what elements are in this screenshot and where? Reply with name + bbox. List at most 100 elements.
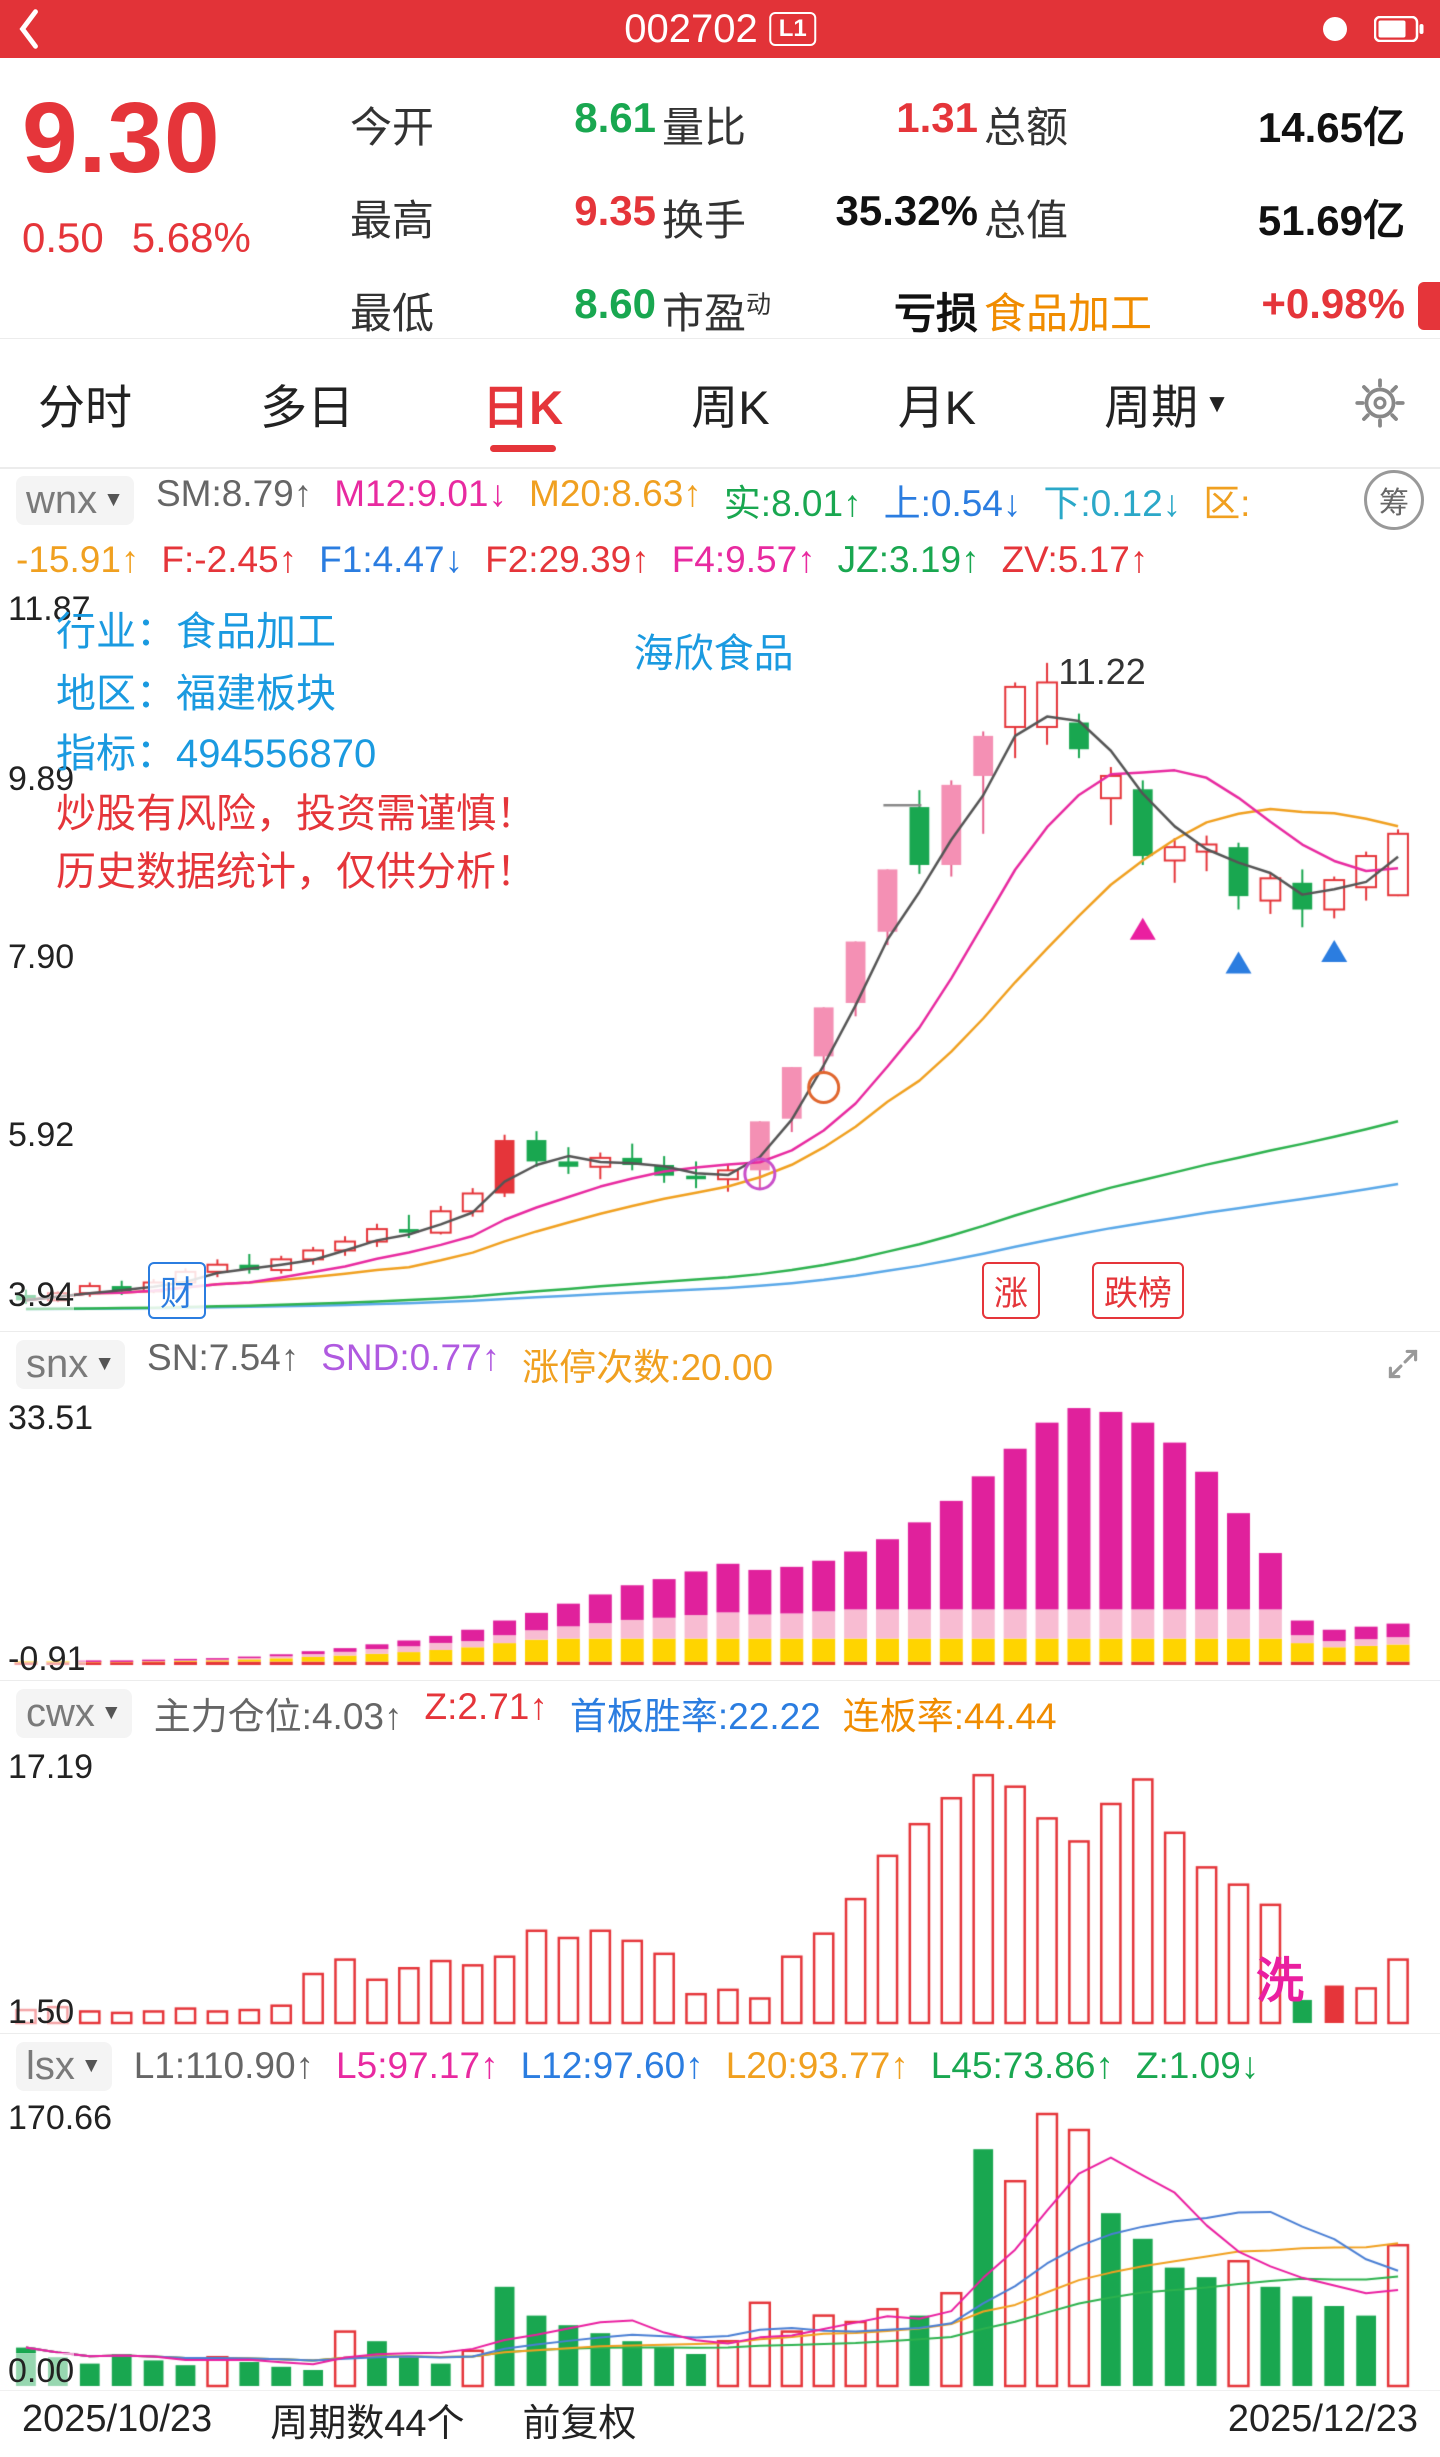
chevron-down-icon: ▼	[80, 2054, 102, 2077]
period-label: 周期	[1104, 380, 1199, 434]
main-kline-canvas[interactable]	[0, 589, 1440, 1331]
y-axis-label: 170.66	[8, 2099, 112, 2138]
cwx-chart: 17.19 1.50 洗	[0, 1745, 1440, 2033]
pe-ratio-label: 市盈动	[662, 290, 772, 337]
tab-monthly-k[interactable]: 月K	[897, 380, 977, 434]
cwx-canvas[interactable]	[0, 1745, 1440, 2033]
adjust-mode[interactable]: 前复权	[522, 2402, 637, 2445]
tag-finance[interactable]: 财	[148, 1262, 206, 1319]
cwx-values: 主力仓位:4.03↑ Z:2.71↑ 首板胜率:22.22 连板率:44.44	[154, 1686, 1057, 1740]
high-label: 最高	[350, 197, 435, 244]
snx-canvas[interactable]	[0, 1396, 1440, 1680]
y-axis-label: 3.94	[8, 1276, 75, 1315]
snx-chart: 33.51 -0.91	[0, 1396, 1440, 1680]
indicator-value: L5:97.17↑	[336, 2045, 499, 2086]
cwx-indicator-selector[interactable]: cwx ▼	[16, 1688, 132, 1738]
chip-distribution-button[interactable]: 筹	[1364, 470, 1424, 530]
snx-indicator-header: snx ▼ SN:7.54↑ SND:0.77↑ 涨停次数:20.00	[0, 1331, 1440, 1396]
peak-price-label: 11.22	[1058, 651, 1146, 692]
wnx-values-line1: SM:8.79↑ M12:9.01↓ M20:8.63↑ 实:8.01↑ 上:0.54↓…	[156, 473, 1251, 527]
y-axis-label: 17.19	[8, 1748, 94, 1787]
lsx-indicator-selector[interactable]: lsx ▼	[16, 2041, 112, 2091]
indicator-value: 下:0.12↓	[1043, 483, 1182, 524]
period-tab-bar: 分时 多日 日K 周K 月K 周期 ▼	[0, 339, 1440, 468]
period-count: 周期数44个	[270, 2402, 465, 2445]
lsx-values: L1:110.90↑ L5:97.17↑ L12:97.60↑ L20:93.77↑ L…	[134, 2045, 1260, 2087]
stock-name: 海欣食品	[633, 632, 794, 676]
price-block: 9.30 0.50 5.68%	[0, 58, 350, 338]
indicator-value: -15.91↑	[16, 539, 140, 580]
range-end-date: 2025/12/23	[1227, 2397, 1418, 2440]
wnx-values-line2: -15.91↑ F:-2.45↑ F1:4.47↓ F2:29.39↑ F4:9.57↑…	[16, 539, 1148, 581]
indicator-value: M20:8.63↑	[529, 473, 702, 514]
y-axis-label: 11.87	[8, 590, 91, 629]
indicator-value: SND:0.77↑	[321, 1337, 501, 1378]
indicator-value: 上:0.54↓	[883, 483, 1022, 524]
indicator-value: 区:	[1203, 483, 1251, 524]
chevron-down-icon: ▼	[100, 1701, 122, 1724]
sector-label[interactable]: 食品加工	[984, 290, 1153, 337]
stock-code-title: 002702 L1	[624, 7, 816, 52]
main-kline-chart: 11.87 9.89 7.90 5.92 3.94 行业：食品加工 海欣食品 地…	[0, 589, 1440, 1331]
lsx-canvas[interactable]	[0, 2098, 1440, 2390]
indicator-value: L45:73.86↑	[930, 2045, 1114, 2086]
turnover-amount-value: 14.65亿	[1257, 104, 1405, 151]
marquee-flag-icon[interactable]	[1418, 282, 1440, 330]
tab-period-dropdown[interactable]: 周期 ▼	[1100, 349, 1234, 458]
y-axis-label: 0.00	[8, 2351, 75, 2390]
industry-info: 行业：食品加工	[56, 610, 336, 654]
indicator-value: 连板率:44.44	[842, 1696, 1057, 1737]
indicator-value: 首板胜率:22.22	[569, 1696, 821, 1737]
tag-rise[interactable]: 涨	[982, 1262, 1040, 1319]
snx-indicator-selector[interactable]: snx ▼	[16, 1339, 126, 1389]
high-value: 9.35	[574, 187, 656, 234]
indicator-value: L20:93.77↑	[725, 2045, 909, 2086]
expand-button[interactable]	[1382, 1343, 1424, 1385]
back-button[interactable]	[16, 7, 42, 51]
wnx-indicator-header: wnx ▼ SM:8.79↑ M12:9.01↓ M20:8.63↑ 实:8.01↑ 上…	[0, 468, 1440, 531]
quote-section: 9.30 0.50 5.68% 今开 8.61 量比 1.31 总额 14.65…	[0, 58, 1440, 339]
indicator-info: 指标：494556870	[56, 732, 377, 776]
quote-grid: 今开 8.61 量比 1.31 总额 14.65亿 最高 9.35 换手 35.…	[350, 58, 1440, 338]
gear-icon	[1355, 378, 1405, 428]
market-cap-value: 51.69亿	[1257, 197, 1405, 244]
expand-icon	[1388, 1349, 1418, 1379]
indicator-value: SN:7.54↑	[147, 1337, 300, 1378]
wnx-indicator-selector[interactable]: wnx ▼	[16, 475, 134, 525]
indicator-value: 实:8.01↑	[723, 483, 862, 524]
y-axis-label: 1.50	[8, 1992, 75, 2031]
price-change: 0.50	[22, 214, 104, 261]
tab-timeline[interactable]: 分时	[38, 380, 132, 434]
chip-label: lsx	[26, 2043, 75, 2088]
chip-label: snx	[26, 1341, 89, 1386]
range-start-date: 2025/10/23	[22, 2397, 213, 2440]
chevron-down-icon: ▼	[1204, 387, 1230, 418]
chip-label: cwx	[26, 1690, 95, 1735]
battery-icon	[1374, 16, 1424, 42]
risk-warning-2: 历史数据统计，仅供分析！	[56, 850, 536, 894]
y-axis-label: -0.91	[8, 1639, 86, 1678]
wash-annotation: 洗	[1256, 1955, 1305, 2008]
risk-warning-1: 炒股有风险，投资需谨慎！	[56, 792, 536, 836]
tab-multiday[interactable]: 多日	[260, 380, 355, 434]
stock-code: 002702	[624, 6, 758, 51]
price-change-line: 0.50 5.68%	[22, 214, 350, 262]
y-axis-label: 9.89	[8, 760, 75, 799]
indicator-value: ZV:5.17↑	[1001, 539, 1149, 580]
chart-settings-button[interactable]	[1354, 377, 1406, 429]
region-info: 地区：福建板块	[56, 672, 336, 716]
last-price: 9.30	[22, 82, 221, 194]
open-label: 今开	[350, 104, 435, 151]
turnover-rate-value: 35.32%	[835, 187, 978, 234]
y-axis-label: 5.92	[8, 1116, 75, 1155]
status-bar: 002702 L1	[0, 0, 1440, 58]
turnover-amount-label: 总额	[984, 104, 1069, 151]
chevron-down-icon: ▼	[94, 1352, 116, 1375]
tab-daily-k[interactable]: 日K	[478, 349, 567, 458]
tab-weekly-k[interactable]: 周K	[691, 380, 770, 434]
price-change-percent: 5.68%	[131, 214, 251, 261]
indicator-value: F1:4.47↓	[319, 539, 464, 580]
volume-ratio-value: 1.31	[896, 94, 978, 141]
tag-fall-rank[interactable]: 跌榜	[1092, 1262, 1184, 1319]
chart-footer: 2025/10/23 周期数44个 前复权 2025/12/23	[0, 2390, 1440, 2447]
